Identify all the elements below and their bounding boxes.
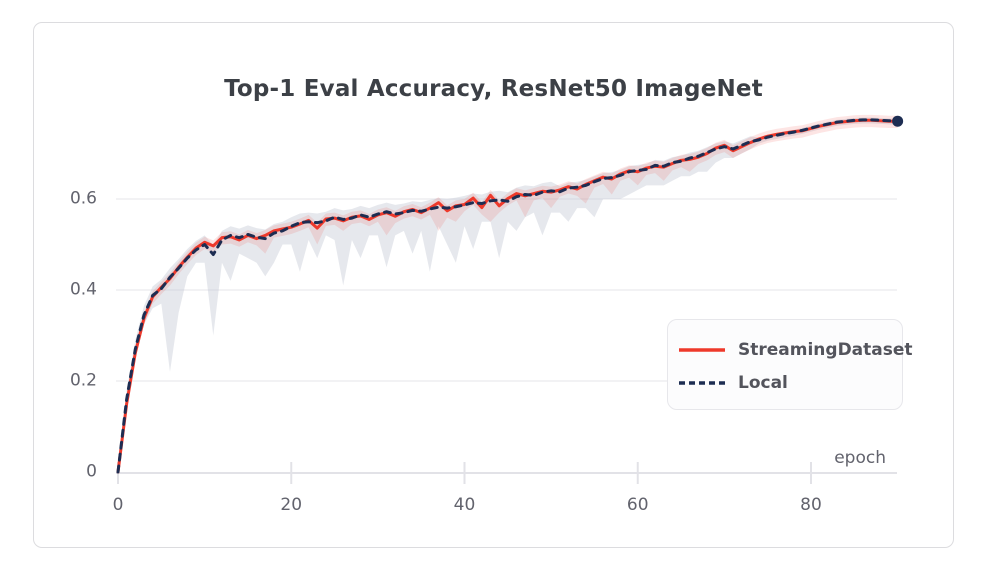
y-tick-label: 0.6 [69,188,97,209]
legend-label: StreamingDataset [738,339,913,360]
streamingdataset-band [118,114,898,472]
streamingdataset-line [116,118,900,474]
local-band [118,117,898,473]
x-axis-label: epoch [834,448,886,468]
end-point-dot [892,115,904,127]
local-line [116,118,900,474]
y-tick-label: 0.4 [69,279,97,300]
legend-label: Local [738,372,788,393]
legend-box: StreamingDataset Local [667,319,913,410]
y-tick-label: 0 [86,461,97,482]
chart-card [33,22,954,548]
series-lines [116,118,900,474]
x-tick-label: 0 [112,495,124,515]
legend-item-streamingdataset[interactable]: StreamingDataset [679,333,913,366]
red-solid-line-swatch [679,347,725,352]
final-point-dot [892,115,904,127]
uncertainty-bands [118,114,898,473]
navy-dashed-line-swatch [679,380,725,385]
legend-item-local[interactable]: Local [679,366,902,399]
y-tick-label: 0.2 [69,370,97,391]
x-tick-label: 60 [626,495,649,515]
x-tick-label: 20 [280,495,303,515]
chart-title: Top-1 Eval Accuracy, ResNet50 ImageNet [224,76,763,102]
x-axis [116,462,897,484]
x-tick-label: 40 [453,495,476,515]
x-tick-label: 80 [800,495,822,515]
